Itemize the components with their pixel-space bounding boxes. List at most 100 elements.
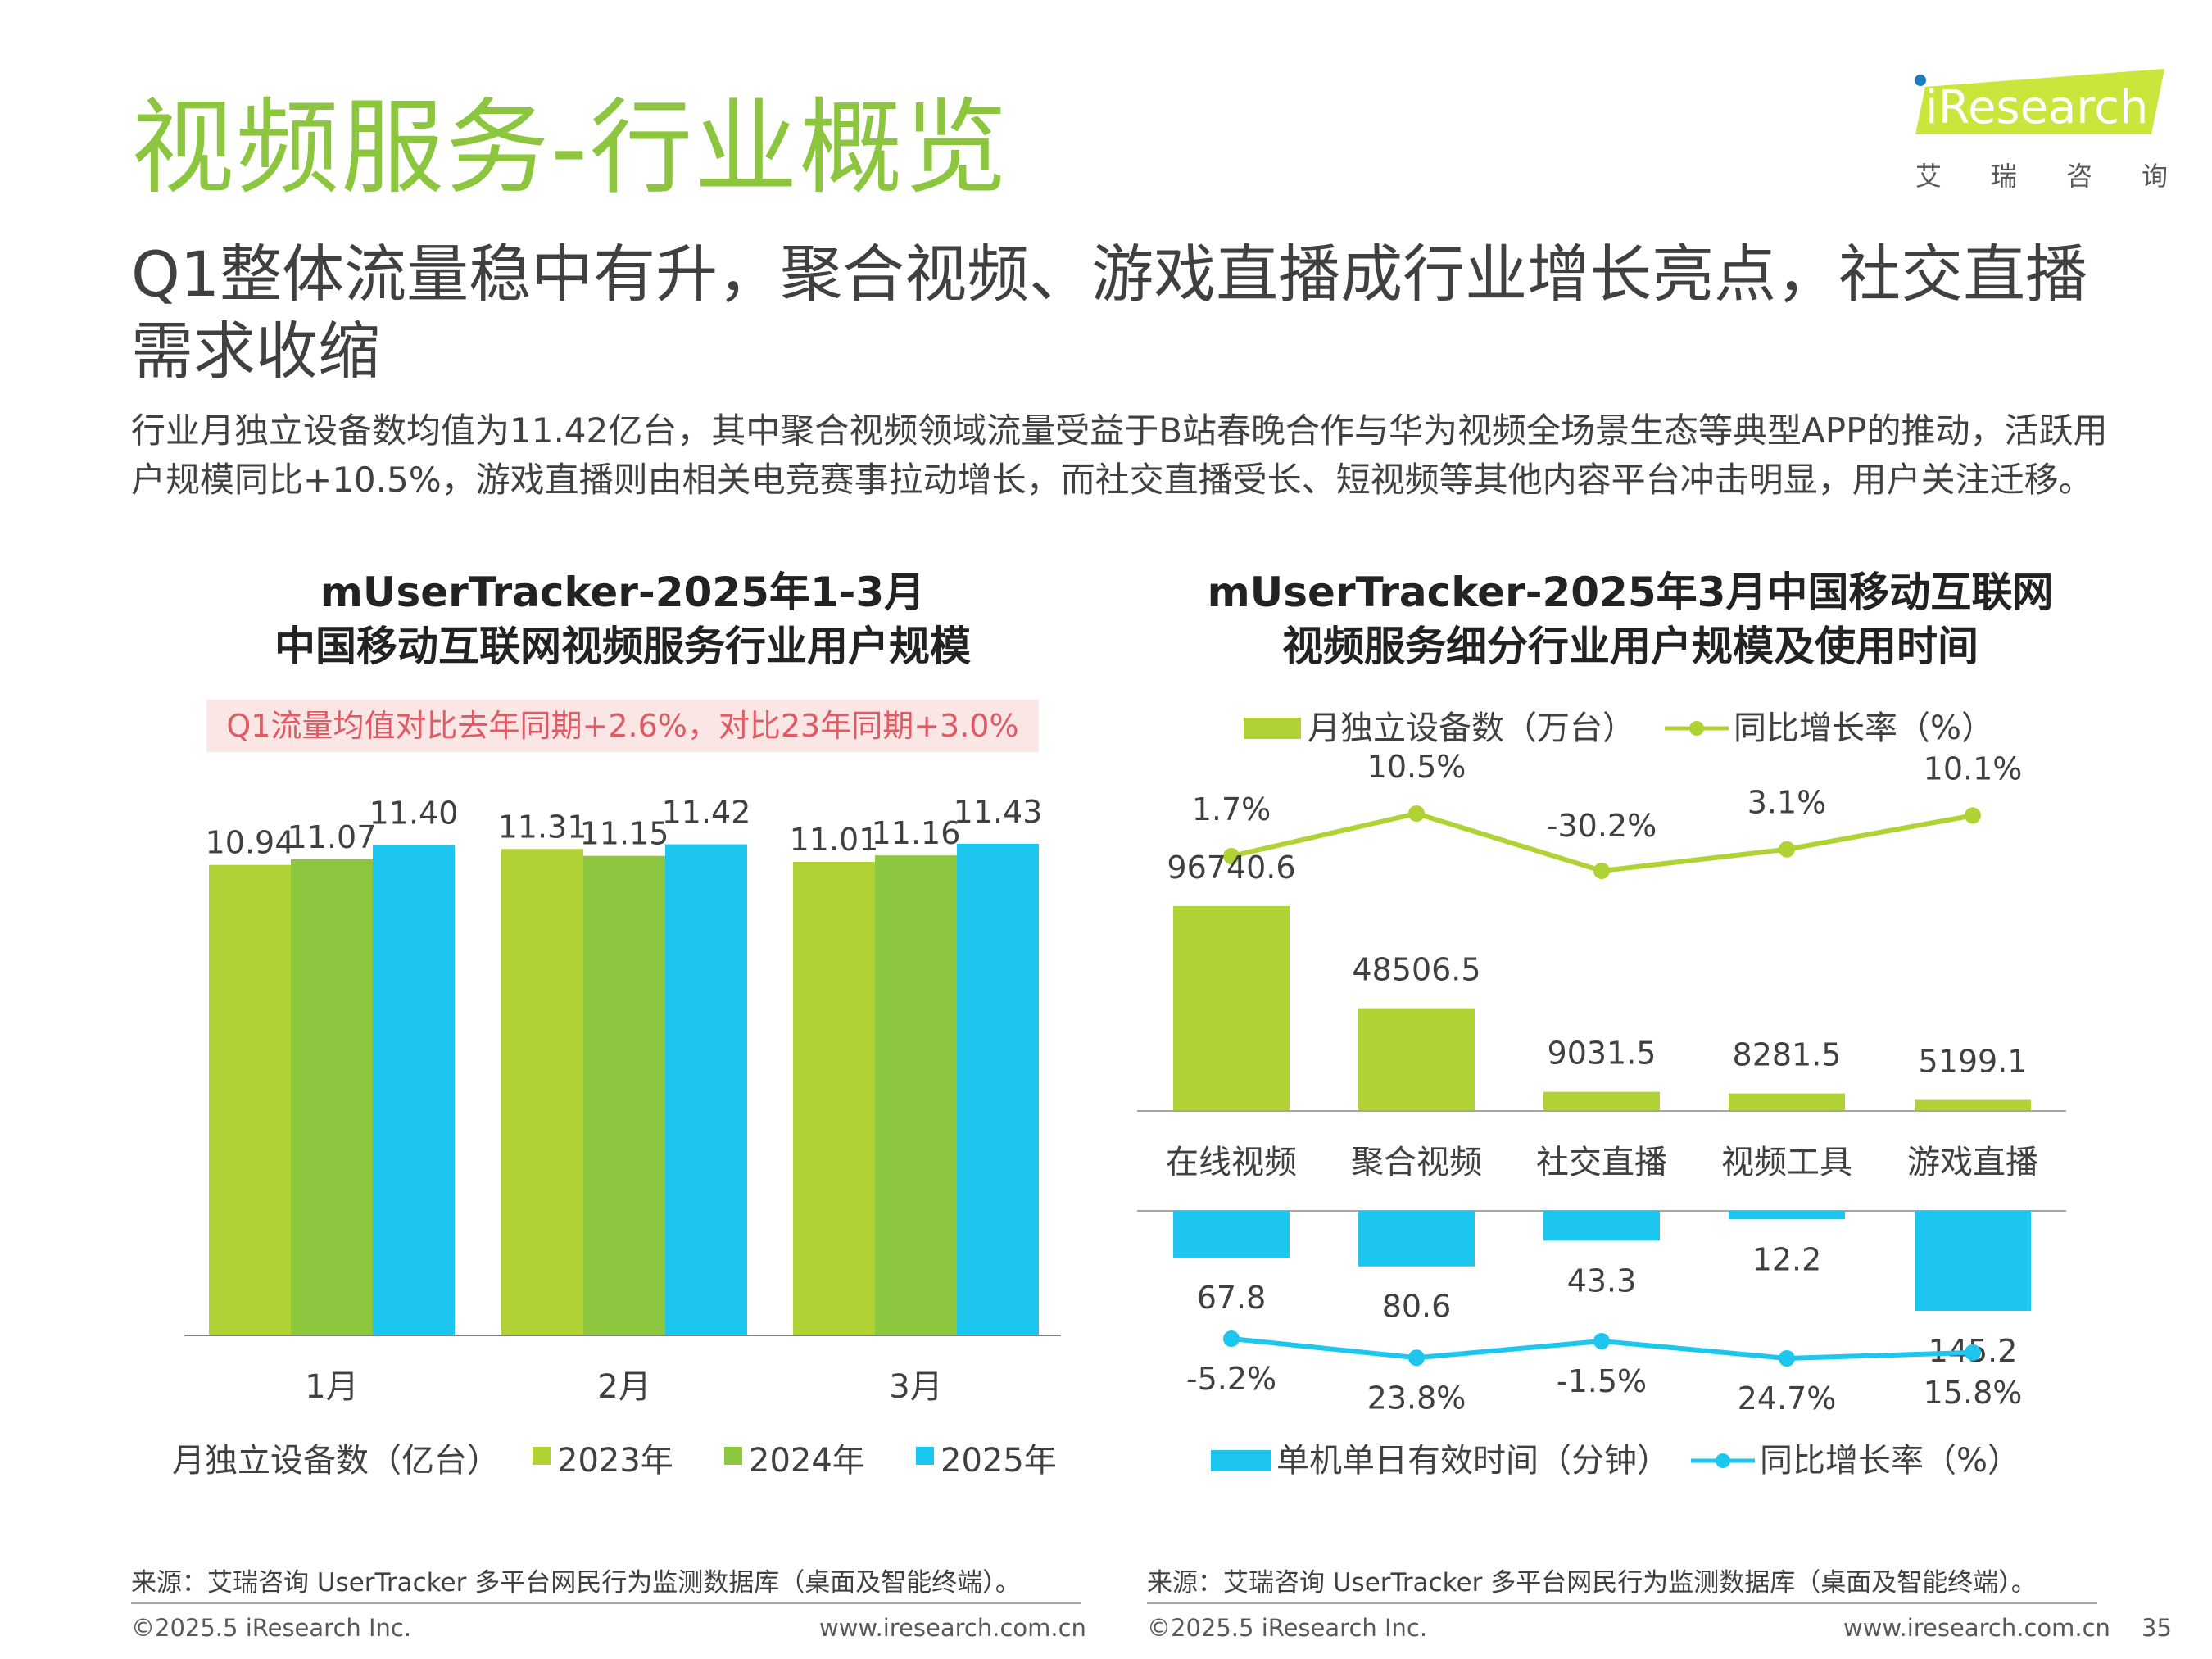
chart1-bar-label: 11.07 xyxy=(288,819,377,855)
chart1-bar xyxy=(793,862,875,1335)
chart1-category-label: 1月 xyxy=(305,1368,358,1406)
footer-website-left[interactable]: www.iresearch.com.cn xyxy=(819,1614,1086,1642)
chart2-time-yoy-point xyxy=(1408,1349,1425,1367)
chart2-devices-yoy-point xyxy=(1223,848,1240,864)
chart1-title-line2: 中国移动互联网视频服务行业用户规模 xyxy=(274,623,971,670)
chart2-devices-yoy-label: 3.1% xyxy=(1747,785,1827,821)
chart1-note: Q1流量均值对比去年同期+2.6%，对比23年同期+3.0% xyxy=(206,700,1039,752)
chart2-device-label: 9031.5 xyxy=(1548,1036,1657,1072)
chart2-time-yoy-point xyxy=(1779,1350,1795,1367)
chart1-legend-swatch xyxy=(533,1447,551,1465)
chart2-devices-yoy-label: 10.1% xyxy=(1924,750,2023,786)
chart2-time-label: 67.8 xyxy=(1197,1280,1267,1316)
chart1-bar xyxy=(209,864,291,1335)
page-number: 35 xyxy=(2142,1614,2172,1642)
chart2-time-label: 80.6 xyxy=(1382,1289,1452,1325)
chart1-title-line1: mUserTracker-2025年1-3月 xyxy=(320,569,926,616)
chart2-device-bar xyxy=(1543,1091,1660,1111)
chart1-bar-label: 11.01 xyxy=(790,822,879,858)
chart2-legend-devices-label: 月独立设备数（万台） xyxy=(1308,709,1635,747)
chart1-bar-label: 11.40 xyxy=(369,796,459,832)
footer-source-right: 来源：艾瑞咨询 UserTracker 多平台网民行为监测数据库（桌面及智能终端… xyxy=(1147,1568,2037,1598)
chart2-devices-yoy-point xyxy=(1593,863,1610,879)
chart1-bar xyxy=(291,859,373,1335)
chart1-bar xyxy=(665,844,747,1335)
footer-divider-right xyxy=(1147,1602,2097,1604)
chart2-time-bar xyxy=(1173,1211,1290,1258)
chart2-title-line1: mUserTracker-2025年3月中国移动互联网 xyxy=(1207,569,2054,616)
footer-divider-left xyxy=(131,1602,1081,1604)
chart1-legend-label: 2025年 xyxy=(941,1442,1057,1480)
chart2-device-bar xyxy=(1358,1008,1475,1111)
chart2-category-label: 社交直播 xyxy=(1536,1144,1667,1181)
page-subtitle: Q1整体流量稳中有升，聚合视频、游戏直播成行业增长亮点，社交直播需求收缩 xyxy=(131,238,2088,388)
chart2-time-bar xyxy=(1358,1211,1475,1267)
chart2-time-yoy-label: 23.8% xyxy=(1367,1380,1466,1416)
chart2-devices-yoy-point xyxy=(1965,807,1981,824)
chart2-devices-yoy-point xyxy=(1779,841,1795,858)
chart1-legend-title: 月独立设备数（亿台） xyxy=(172,1442,500,1480)
chart2-legend-devices-yoy-marker xyxy=(1689,721,1704,736)
chart1-category-label: 2月 xyxy=(597,1368,650,1406)
chart1-category-label: 3月 xyxy=(889,1368,942,1406)
chart2-legend-devices-swatch xyxy=(1244,718,1301,739)
chart1-bar xyxy=(583,855,665,1335)
footer-copyright-left: ©2025.5 iResearch Inc. xyxy=(131,1614,412,1642)
chart2-time-yoy-label: -5.2% xyxy=(1186,1361,1276,1397)
chart1-legend-label: 2023年 xyxy=(557,1442,673,1480)
chart2-devices-yoy-label: -30.2% xyxy=(1547,808,1657,844)
chart1-legend-swatch xyxy=(916,1447,934,1465)
chart1-legend-label: 2024年 xyxy=(749,1442,865,1480)
chart1-bar-label: 11.16 xyxy=(872,815,961,851)
chart2-time-bar xyxy=(1543,1211,1660,1241)
chart2-legend-time-yoy-label: 同比增长率（%） xyxy=(1760,1442,2020,1480)
chart1-legend-swatch xyxy=(724,1447,742,1465)
chart2-title: mUserTracker-2025年3月中国移动互联网 视频服务细分行业用户规模… xyxy=(1139,565,2122,673)
chart2-device-bar xyxy=(1915,1099,2031,1111)
chart2-legend-time-yoy-marker xyxy=(1716,1453,1730,1468)
chart2-device-label: 96740.6 xyxy=(1167,850,1295,886)
chart2-legend-devices-yoy-label: 同比增长率（%） xyxy=(1734,709,1994,747)
chart2-device-bar xyxy=(1729,1093,1845,1111)
footer-copyright-right: ©2025.5 iResearch Inc. xyxy=(1147,1614,1428,1642)
chart2-time-yoy-point xyxy=(1223,1330,1240,1347)
chart2-device-label: 5199.1 xyxy=(1919,1044,2028,1080)
chart2-devices-yoy-label: 10.5% xyxy=(1367,749,1466,785)
logo-char-2: 瑞 xyxy=(1991,161,2017,192)
chart2-category-label: 游戏直播 xyxy=(1907,1144,2038,1181)
chart1-bar xyxy=(373,845,455,1335)
chart2-time-yoy-label: -1.5% xyxy=(1557,1363,1647,1399)
chart2-devices-yoy-label: 1.7% xyxy=(1192,791,1271,827)
chart2-time-bar xyxy=(1729,1211,1845,1220)
chart2-time-label: 43.3 xyxy=(1567,1262,1637,1299)
chart2-title-line2: 视频服务细分行业用户规模及使用时间 xyxy=(1282,623,1979,670)
logo-char-3: 咨 xyxy=(2066,161,2092,192)
chart2-time-label: 12.2 xyxy=(1752,1241,1822,1277)
chart2-legend-time-label: 单机单日有效时间（分钟） xyxy=(1276,1442,1670,1480)
chart2-category-label: 在线视频 xyxy=(1166,1144,1297,1181)
chart1-bar-label: 11.31 xyxy=(498,809,587,845)
logo-char-1: 艾 xyxy=(1915,161,1942,192)
footer-website-right[interactable]: www.iresearch.com.cn xyxy=(1843,1614,2110,1642)
chart2-device-label: 48506.5 xyxy=(1352,952,1480,988)
logo-brand-text: iResearch xyxy=(1925,81,2148,134)
chart1-bar xyxy=(875,855,957,1335)
footer-source-left: 来源：艾瑞咨询 UserTracker 多平台网民行为监测数据库（桌面及智能终端… xyxy=(131,1568,1021,1598)
chart2-time-yoy-label: 15.8% xyxy=(1924,1375,2023,1411)
chart2-time-yoy-point xyxy=(1965,1344,1981,1361)
chart2-device-bar xyxy=(1173,906,1290,1111)
chart1-bar-label: 11.42 xyxy=(662,795,751,831)
chart2-category-label: 视频工具 xyxy=(1721,1144,1852,1181)
chart1-title: mUserTracker-2025年1-3月 中国移动互联网视频服务行业用户规模 xyxy=(131,565,1114,673)
chart1-bar-label: 11.15 xyxy=(580,816,669,852)
chart2-time-bar xyxy=(1915,1211,2031,1311)
chart1-bar xyxy=(957,844,1039,1335)
logo-char-4: 询 xyxy=(2142,161,2168,192)
chart2-time-yoy-label: 24.7% xyxy=(1738,1380,1837,1416)
chart1-bar-label: 10.94 xyxy=(206,825,295,861)
iresearch-logo: iResearch 艾 瑞 咨 询 xyxy=(1915,69,2168,192)
chart2-device-label: 8281.5 xyxy=(1733,1037,1842,1073)
summary-text: 行业月独立设备数均值为11.42亿台，其中聚合视频领域流量受益于B站春晚合作与华… xyxy=(131,410,2108,500)
chart1-bar-label: 11.43 xyxy=(954,794,1043,830)
